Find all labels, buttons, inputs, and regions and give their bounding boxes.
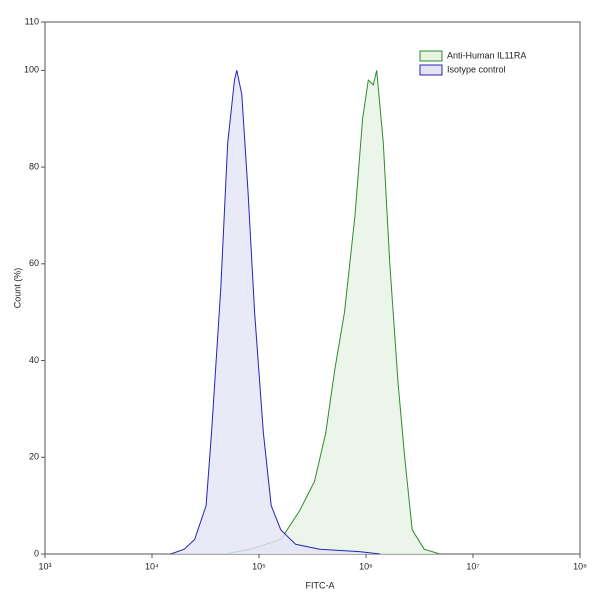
x-tick-label: 10⁴ bbox=[145, 561, 159, 571]
plot-frame bbox=[44, 21, 581, 555]
legend-label: Anti-Human IL11RA bbox=[447, 50, 526, 60]
y-tick-label: 0 bbox=[34, 548, 39, 558]
y-tick-label: 60 bbox=[29, 258, 39, 268]
y-axis-label: Count (%) bbox=[12, 268, 22, 309]
y-tick-label: 100 bbox=[24, 65, 39, 75]
y-tick-label: 20 bbox=[29, 452, 39, 462]
area-fill bbox=[224, 70, 440, 555]
line bbox=[170, 70, 380, 555]
x-tick-label: 10⁵ bbox=[252, 561, 266, 571]
legend-label: Isotype control bbox=[447, 64, 506, 74]
x-tick-label: 10⁸ bbox=[573, 561, 587, 571]
line bbox=[224, 70, 441, 555]
area-fill bbox=[170, 70, 380, 555]
y-tick-label: 110 bbox=[25, 16, 39, 26]
y-tick-label: 40 bbox=[29, 355, 39, 365]
x-tick-label: 10³ bbox=[38, 561, 51, 571]
y-tick-label: 80 bbox=[29, 161, 39, 171]
x-tick-label: 10⁶ bbox=[359, 561, 373, 571]
x-tick-label: 10⁷ bbox=[466, 561, 479, 571]
legend-swatch bbox=[419, 50, 443, 62]
x-axis-label: FITC-A bbox=[306, 580, 335, 590]
legend-swatch bbox=[419, 64, 443, 76]
